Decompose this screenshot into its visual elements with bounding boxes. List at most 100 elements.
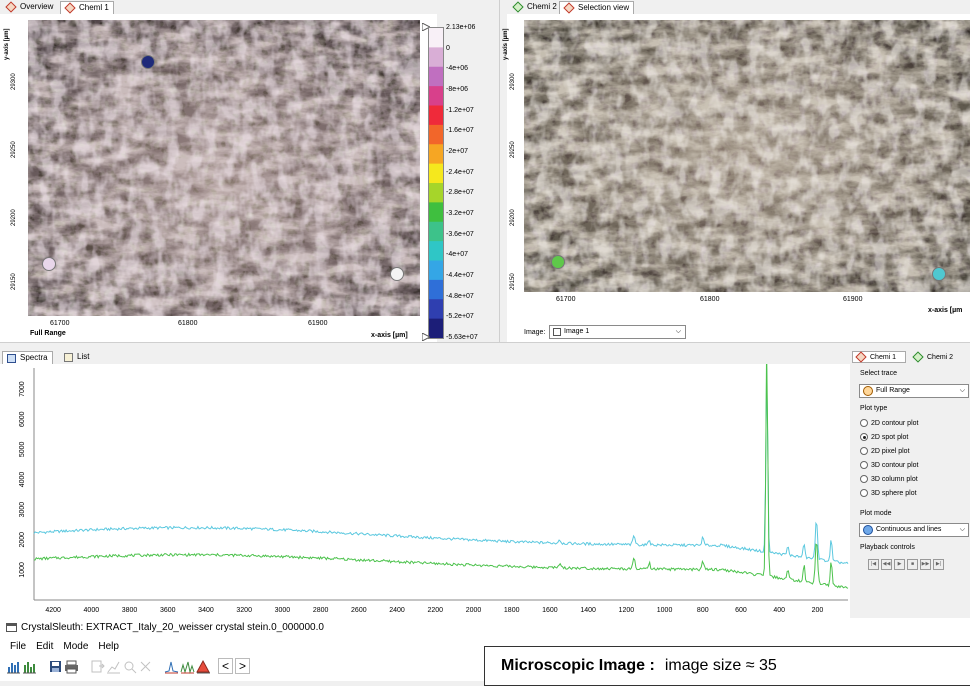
menu-bar: File Edit Mode Help: [10, 641, 119, 652]
menu-edit[interactable]: Edit: [36, 641, 54, 652]
y-tick: 29150: [11, 273, 17, 290]
spectra-x-tick: 2200: [427, 607, 443, 614]
colorbar-segment: [429, 241, 443, 261]
bar-chart-alt-icon[interactable]: [22, 659, 37, 674]
spectra-x-tick: 4200: [45, 607, 61, 614]
colorbar-label: -4.4e+07: [446, 272, 474, 279]
menu-file[interactable]: File: [10, 641, 27, 652]
colorbar-segment: [429, 163, 443, 184]
colorbar-bottom-arrow[interactable]: [421, 332, 432, 342]
colorbar-label: -5.63e+07: [446, 334, 478, 341]
spectra-chart[interactable]: 7000 6000 5000 4000 3000 2000 1000 4200 4000 380…: [0, 364, 850, 618]
spectra-y-tick: 5000: [19, 441, 26, 457]
x-tick: 61700: [556, 296, 576, 303]
multi-peak-icon[interactable]: [180, 659, 195, 674]
colorbar-label: -2.8e+07: [446, 189, 474, 197]
x-axis-label: x-axis [µm]: [371, 332, 408, 339]
spot-marker-green[interactable]: [551, 255, 565, 269]
colorbar-segment: [429, 28, 443, 48]
spot-marker-pink[interactable]: [42, 257, 56, 271]
colorbar-label: -8e+06: [446, 86, 468, 93]
delete-chart-icon[interactable]: [138, 659, 153, 674]
print-icon[interactable]: [64, 659, 79, 674]
tab-label: Overview: [20, 2, 54, 11]
tab-list[interactable]: List: [60, 351, 93, 363]
chart-icon: [7, 353, 16, 363]
image-select[interactable]: Image 1 ⌵: [549, 325, 686, 339]
app-title: CrystalSleuth: EXTRACT_Italy_20_weisser …: [21, 622, 324, 633]
spectra-x-tick: 600: [735, 607, 747, 614]
spot-marker-cyan[interactable]: [932, 267, 946, 281]
first-frame-icon[interactable]: |◀: [868, 559, 879, 570]
image-select-value: Image 1: [564, 328, 590, 335]
tab-selection-view[interactable]: Selection view: [559, 1, 635, 14]
rewind-icon[interactable]: ◀◀: [881, 559, 892, 570]
tab-label: Chemi 2: [927, 353, 954, 361]
plot-mode-select[interactable]: Continuous and lines ⌵: [859, 523, 969, 537]
horizontal-splitter[interactable]: [0, 342, 970, 351]
window-icon: [6, 623, 17, 632]
peak-icon[interactable]: [164, 659, 179, 674]
radio-dot: [860, 489, 868, 497]
tab-spectra[interactable]: Spectra: [2, 351, 53, 364]
save-icon[interactable]: [48, 659, 63, 674]
diamond-icon: [855, 351, 867, 363]
spectra-x-tick: 2600: [351, 607, 367, 614]
chart-edit-icon[interactable]: [106, 659, 121, 674]
spectra-x-tick: 800: [697, 607, 709, 614]
bar-chart-icon[interactable]: [6, 659, 21, 674]
radio-3d-column[interactable]: 3D column plot: [860, 472, 918, 486]
spot-marker-navy[interactable]: [141, 55, 155, 69]
caption-box: Microscopic Image : image size ≈ 35: [484, 646, 970, 686]
last-frame-icon[interactable]: ▶|: [933, 559, 944, 570]
fit-icon[interactable]: [196, 659, 211, 674]
y-tick: 29300: [11, 73, 17, 90]
stop-icon[interactable]: ■: [907, 559, 918, 570]
spectra-x-tick: 2400: [389, 607, 405, 614]
tab-chemi-1[interactable]: Cheml 1: [60, 1, 114, 14]
spot-marker-white[interactable]: [390, 267, 404, 281]
fast-forward-icon[interactable]: ▶▶: [920, 559, 931, 570]
spectra-y-tick: 4000: [19, 472, 26, 488]
colorbar-top-arrow[interactable]: [421, 22, 432, 32]
plot-mode-label: Plot mode: [860, 510, 892, 517]
spectra-x-tick: 1000: [657, 607, 673, 614]
tab-controls-chemi-1[interactable]: Chemi 1: [852, 351, 906, 363]
range-label: Full Range: [30, 330, 66, 337]
y-tick: 29150: [510, 273, 516, 290]
radio-3d-contour[interactable]: 3D contour plot: [860, 458, 918, 472]
spectra-y-tick: 3000: [19, 502, 26, 518]
export-icon[interactable]: [90, 659, 105, 674]
select-trace-label: Select trace: [860, 370, 897, 377]
left-tabbar: Overview Cheml 1: [0, 0, 437, 15]
diamond-icon: [5, 1, 17, 13]
colorbar-label: 0: [446, 44, 450, 52]
next-icon[interactable]: >: [235, 658, 251, 674]
spectrum-line-green[interactable]: [34, 364, 849, 589]
zoom-icon[interactable]: [122, 659, 137, 674]
x-tick: 61800: [700, 296, 720, 303]
colorbar-segment: [429, 260, 443, 281]
previous-icon[interactable]: <: [218, 658, 234, 674]
microscope-image-left[interactable]: [28, 20, 420, 316]
trace-select[interactable]: Full Range ⌵: [859, 384, 969, 398]
spectra-y-tick: 2000: [19, 532, 26, 548]
radio-2d-spot[interactable]: 2D spot plot: [860, 430, 918, 444]
y-tick: 29300: [510, 73, 516, 90]
microscope-image-right[interactable]: [524, 20, 970, 292]
play-icon[interactable]: ▶: [894, 559, 905, 570]
tab-controls-chemi-2[interactable]: Chemi 2: [910, 351, 966, 363]
spectra-x-tick: 1600: [542, 607, 558, 614]
menu-help[interactable]: Help: [98, 641, 119, 652]
radio-3d-sphere[interactable]: 3D sphere plot: [860, 486, 918, 500]
tab-label: Spectra: [20, 353, 48, 362]
spectra-x-tick: 3200: [236, 607, 252, 614]
y-tick: 29250: [11, 141, 17, 158]
radio-2d-pixel[interactable]: 2D pixel plot: [860, 444, 918, 458]
tab-chemi-2[interactable]: Chemi 2: [509, 1, 561, 13]
tab-overview[interactable]: Overview: [2, 1, 57, 13]
spectrum-line-cyan[interactable]: [33, 367, 849, 565]
right-tabbar: Chemi 2 Selection view: [507, 0, 970, 15]
menu-mode[interactable]: Mode: [63, 641, 89, 652]
radio-2d-contour[interactable]: 2D contour plot: [860, 416, 918, 430]
